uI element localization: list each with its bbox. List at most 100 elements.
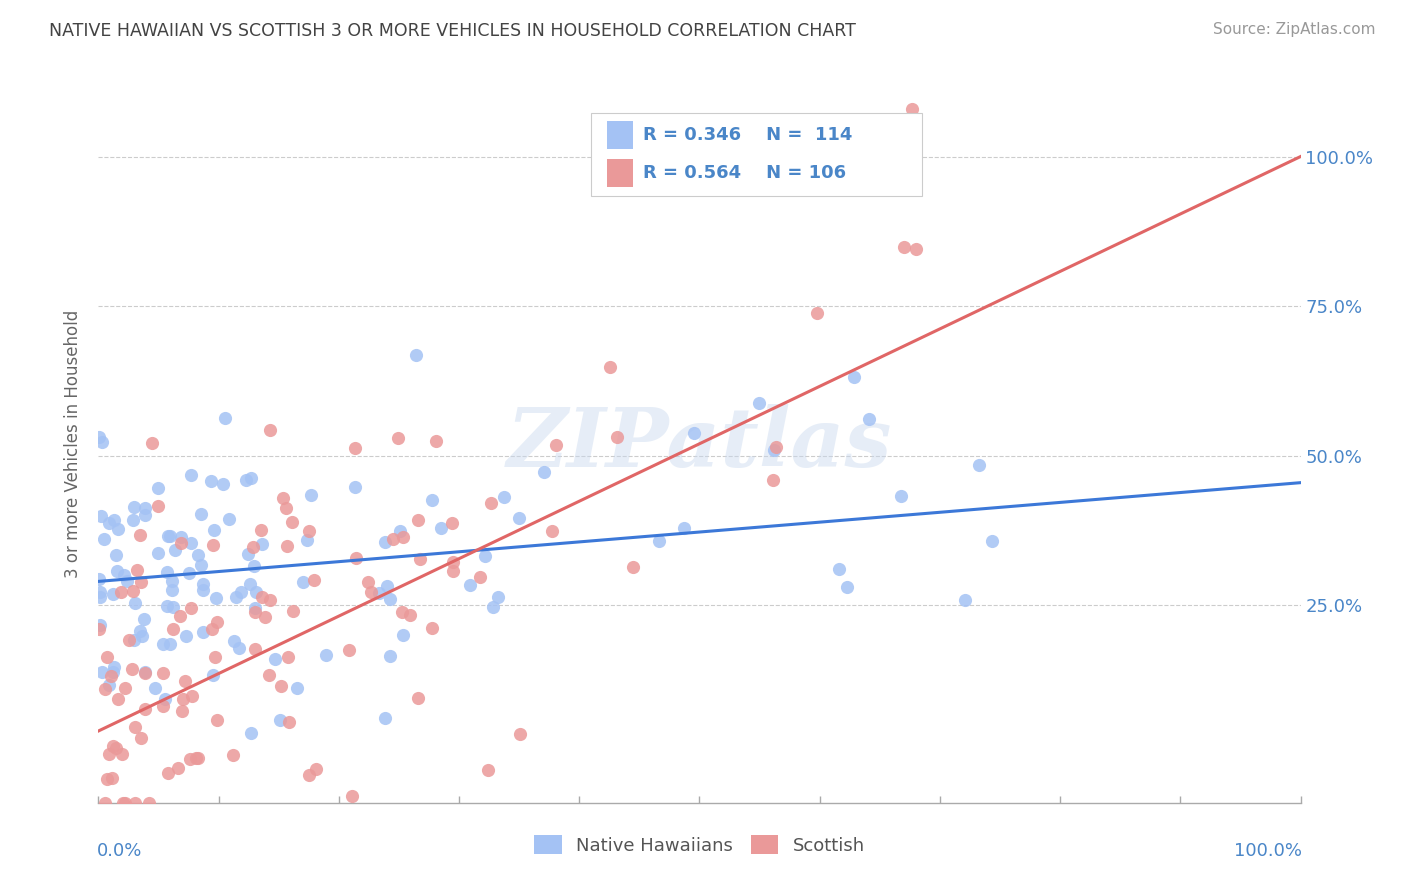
Point	[89, 585, 111, 599]
Point	[134, 501, 156, 516]
Text: 100.0%: 100.0%	[1233, 842, 1302, 860]
Point	[378, 592, 401, 607]
Point	[225, 590, 247, 604]
Point	[131, 575, 153, 590]
Point	[298, 767, 321, 781]
Point	[967, 458, 990, 472]
Point	[118, 633, 141, 648]
Point	[239, 577, 262, 591]
Point	[276, 539, 298, 553]
Point	[204, 649, 226, 664]
Point	[124, 596, 146, 610]
Point	[165, 543, 187, 558]
Point	[477, 764, 499, 778]
Point	[134, 665, 156, 680]
Point	[683, 425, 706, 440]
Point	[143, 681, 166, 695]
Point	[170, 530, 193, 544]
Point	[228, 640, 250, 655]
Point	[89, 509, 111, 524]
Point	[270, 679, 292, 693]
Point	[295, 533, 318, 548]
Point	[533, 465, 555, 479]
Point	[114, 681, 136, 695]
Point	[252, 590, 274, 604]
Point	[180, 535, 202, 549]
Point	[648, 534, 671, 549]
Point	[277, 715, 299, 730]
Point	[835, 580, 858, 594]
Point	[191, 582, 214, 597]
Text: ZIPatlas: ZIPatlas	[506, 404, 893, 483]
Point	[122, 500, 145, 514]
Text: R = 0.564    N = 106: R = 0.564 N = 106	[643, 164, 846, 182]
Point	[152, 637, 174, 651]
Point	[893, 240, 915, 254]
Point	[285, 681, 308, 695]
Point	[201, 623, 224, 637]
Point	[222, 633, 245, 648]
Point	[94, 796, 117, 810]
Point	[100, 669, 122, 683]
Point	[479, 495, 502, 509]
Point	[508, 511, 530, 525]
Point	[274, 500, 297, 515]
Point	[430, 521, 453, 535]
Point	[367, 585, 389, 599]
Point	[263, 652, 285, 666]
Point	[468, 569, 491, 583]
Point	[298, 524, 321, 539]
Point	[406, 691, 429, 706]
Point	[360, 585, 382, 599]
Point	[103, 665, 125, 679]
Point	[180, 600, 202, 615]
Point	[162, 582, 184, 597]
Point	[388, 524, 411, 538]
Point	[89, 430, 111, 444]
Point	[155, 692, 177, 706]
Point	[482, 599, 505, 614]
Point	[344, 551, 367, 566]
Point	[399, 608, 422, 623]
Point	[103, 660, 125, 674]
Point	[243, 605, 266, 619]
Point	[172, 704, 194, 718]
Point	[245, 601, 267, 615]
Point	[167, 761, 190, 775]
Point	[842, 370, 865, 384]
Point	[242, 558, 264, 573]
Point	[392, 531, 415, 545]
Point	[599, 359, 621, 374]
Point	[374, 535, 396, 549]
Point	[257, 668, 280, 682]
Point	[748, 395, 770, 409]
Point	[981, 534, 1004, 549]
Point	[190, 558, 212, 572]
Point	[425, 434, 447, 448]
Point	[122, 633, 145, 648]
Point	[202, 523, 225, 537]
Point	[460, 578, 482, 592]
Point	[259, 423, 281, 437]
Point	[138, 796, 160, 810]
Point	[406, 513, 429, 527]
Point	[104, 740, 127, 755]
Point	[111, 747, 134, 762]
Point	[409, 552, 432, 566]
Y-axis label: 3 or more Vehicles in Household: 3 or more Vehicles in Household	[65, 310, 83, 578]
Point	[193, 577, 215, 591]
Point	[304, 573, 326, 587]
Point	[806, 306, 828, 320]
Point	[238, 547, 260, 561]
FancyBboxPatch shape	[607, 121, 633, 149]
Point	[765, 440, 787, 454]
Point	[242, 540, 264, 554]
Point	[180, 468, 202, 483]
Point	[125, 563, 148, 577]
Point	[94, 681, 117, 696]
Point	[672, 521, 695, 535]
Point	[374, 711, 396, 725]
Point	[159, 637, 181, 651]
Point	[159, 529, 181, 543]
Point	[283, 604, 305, 618]
